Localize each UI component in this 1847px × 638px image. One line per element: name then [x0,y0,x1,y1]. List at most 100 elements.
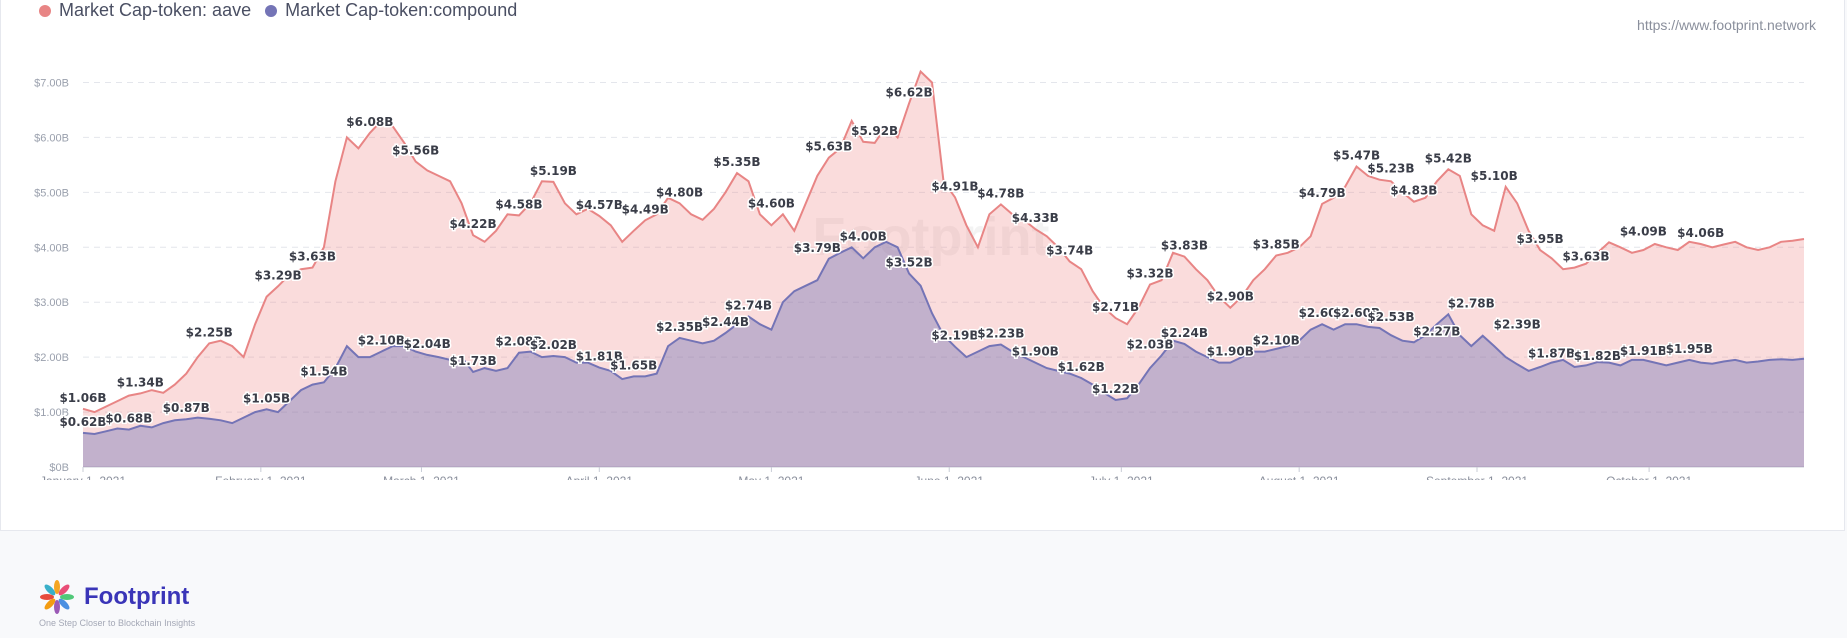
data-label: $1.82B [1574,349,1621,363]
data-label: $3.85B [1253,238,1300,252]
data-label: $3.32B [1126,267,1173,281]
data-label: $0.62B [59,415,106,429]
data-label: $5.19B [530,164,577,178]
chart-card: Market Cap-token: aave Market Cap-token:… [0,0,1845,531]
data-label: $2.23B [977,326,1024,340]
data-label: $1.81B [576,350,623,364]
data-label: $3.83B [1161,239,1208,253]
series-line-0 [82,69,1805,414]
data-label: $1.95B [1666,342,1713,356]
data-label: $2.44B [702,315,749,329]
brand-tagline: One Step Closer to Blockchain Insights [39,618,196,628]
x-tick-label: January 1, 2021 [40,474,126,480]
data-label: $3.79B [794,241,841,255]
y-tick-label: $6.00B [34,132,69,144]
data-label: $5.56B [392,144,439,158]
data-label: $4.00B [840,229,887,243]
data-label: $3.95B [1517,232,1564,246]
data-label: $4.91B [931,179,978,193]
x-tick-label: June 1, 2021 [915,474,985,480]
x-tick-label: August 1, 2021 [1259,474,1340,480]
data-label: $1.90B [1207,345,1254,359]
data-label: $3.74B [1046,244,1093,258]
data-label: $4.49B [622,202,669,216]
data-label: $2.03B [1126,337,1173,351]
data-label: $2.25B [186,325,233,339]
x-tick-label: May 1, 2021 [738,474,804,480]
series-line-1 [82,240,1805,436]
source-url[interactable]: https://www.footprint.network [1637,17,1816,33]
legend-dot-aave [39,4,51,17]
footprint-logo-icon [40,580,74,614]
x-tick-label: February 1, 2021 [215,474,307,480]
x-tick-label: March 1, 2021 [383,474,460,480]
x-tick-label: September 1, 2021 [1426,474,1528,480]
data-label: $2.39B [1494,318,1541,332]
data-label: $4.78B [977,186,1024,200]
data-label: $4.60B [748,196,795,210]
data-label: $4.58B [495,197,542,211]
data-label: $1.90B [1012,345,1059,359]
y-tick-label: $3.00B [34,297,69,309]
x-tick-label: July 1, 2021 [1089,474,1154,480]
brand-name: Footprint [84,583,190,610]
data-label: $1.73B [450,354,497,368]
data-label: $1.34B [117,375,164,389]
data-label: $3.63B [289,250,336,264]
x-tick-label: October 1, 2021 [1606,474,1692,480]
data-label: $2.90B [1207,290,1254,304]
y-tick-label: $5.00B [34,187,69,199]
data-label: $2.71B [1092,300,1139,314]
legend-item-aave[interactable]: Market Cap-token: aave [39,0,251,21]
data-label: $4.57B [576,198,623,212]
data-label: $2.60B [1299,306,1346,320]
data-label: $2.53B [1367,310,1414,324]
data-label: $3.63B [1562,250,1609,264]
data-label: $2.10B [358,334,405,348]
data-label: $1.62B [1058,360,1105,374]
data-label: $4.09B [1620,224,1667,238]
data-label: $6.62B [886,85,933,99]
data-label: $5.10B [1471,169,1518,183]
series-area-0 [83,71,1804,467]
data-label: $0.87B [163,401,210,415]
data-label: $4.83B [1390,184,1437,198]
data-label: $6.08B [346,115,393,129]
series-area-1 [83,241,1804,467]
data-label: $2.10B [1253,334,1300,348]
data-label: $1.22B [1092,382,1139,396]
legend-label-aave: Market Cap-token: aave [59,0,252,20]
data-label: $1.65B [610,358,657,372]
legend-label-compound: Market Cap-token:compound [285,0,518,20]
data-label: $5.35B [713,155,760,169]
y-tick-label: $7.00B [34,77,69,89]
data-label: $2.35B [656,320,703,334]
data-label: $2.08B [495,335,542,349]
y-tick-label: $1.00B [34,407,69,419]
data-label: $5.47B [1333,149,1380,163]
data-label: $4.79B [1299,186,1346,200]
data-label: $4.33B [1012,211,1059,225]
brand[interactable]: Footprint [38,578,189,616]
legend-dot-compound [265,4,278,17]
data-label: $1.87B [1528,346,1575,360]
data-label: $5.42B [1425,151,1472,165]
data-label: $1.05B [243,391,290,405]
data-label: $2.04B [404,337,451,351]
data-label: $2.78B [1448,296,1495,310]
data-label: $4.06B [1677,226,1724,240]
data-label: $2.19B [931,329,978,343]
data-label: $3.52B [886,256,933,270]
y-tick-label: $4.00B [34,242,69,254]
data-label: $4.22B [450,217,497,231]
data-label: $2.27B [1413,324,1460,338]
data-label: $5.92B [851,124,898,138]
data-label: $3.29B [254,268,301,282]
legend-item-compound[interactable]: Market Cap-token:compound [265,0,517,21]
data-label: $4.80B [656,185,703,199]
data-label: $1.54B [300,364,347,378]
data-label: $5.23B [1367,162,1414,176]
data-label: $2.24B [1161,326,1208,340]
data-label: $1.06B [59,391,106,405]
data-label: $5.63B [805,140,852,154]
